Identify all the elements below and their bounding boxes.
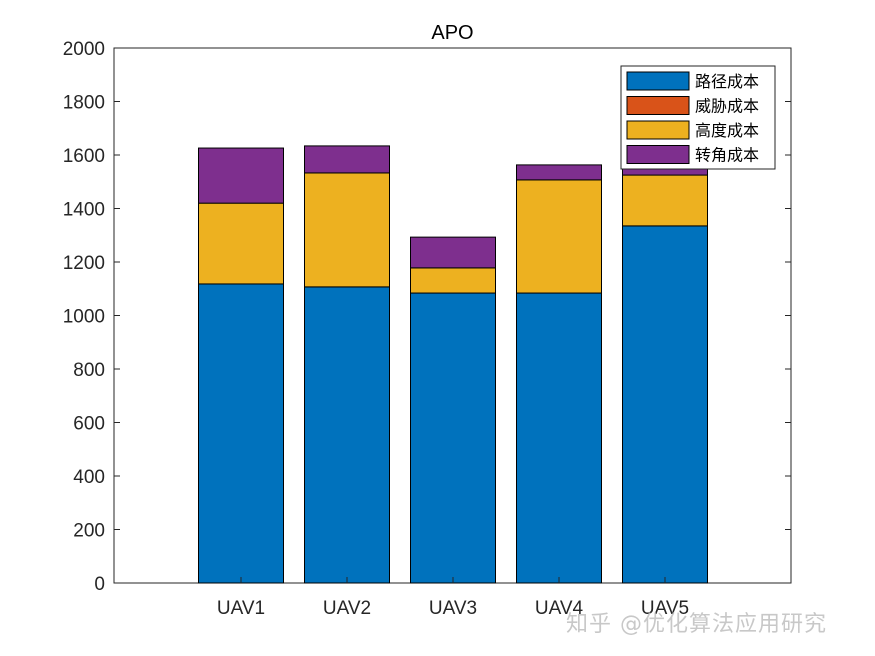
bar-segment xyxy=(304,145,390,174)
bar-segment xyxy=(198,147,284,204)
bar-segment xyxy=(410,236,496,269)
y-tick-label: 1400 xyxy=(63,200,105,221)
legend-swatch xyxy=(626,145,690,164)
y-tick-label: 0 xyxy=(94,574,105,595)
bar-segment xyxy=(516,292,602,584)
y-tick-label: 1800 xyxy=(63,93,105,114)
watermark: 知乎 @优化算法应用研究 xyxy=(566,612,827,637)
bar-segment xyxy=(304,172,390,288)
bar-segment xyxy=(304,286,390,584)
bar-segment xyxy=(198,202,284,285)
x-tick-label: UAV3 xyxy=(429,598,477,619)
y-tick-label: 400 xyxy=(73,467,105,488)
bar-segment xyxy=(410,292,496,584)
chart-title: APO xyxy=(431,22,473,44)
bar-segment xyxy=(516,164,602,181)
x-tick-label: UAV2 xyxy=(323,598,371,619)
legend-label: 路径成本 xyxy=(695,72,759,91)
y-tick-label: 2000 xyxy=(63,39,105,60)
y-tick-label: 800 xyxy=(73,360,105,381)
y-tick-label: 600 xyxy=(73,414,105,435)
y-tick-label: 1000 xyxy=(63,307,105,328)
y-tick-label: 1600 xyxy=(63,146,105,167)
x-tick-label: UAV4 xyxy=(535,598,584,619)
legend-label: 转角成本 xyxy=(695,146,759,165)
legend-swatch xyxy=(626,120,690,140)
legend-label: 高度成本 xyxy=(695,121,759,140)
x-tick-label: UAV5 xyxy=(641,598,689,619)
bar-segment xyxy=(622,174,708,227)
legend-label: 威胁成本 xyxy=(695,97,759,116)
y-tick-label: 1200 xyxy=(63,253,105,274)
bar-segment xyxy=(516,179,602,294)
bar-segment xyxy=(410,267,496,294)
bar-segment xyxy=(198,283,284,584)
legend-swatch xyxy=(626,96,690,115)
bar-segment xyxy=(622,225,708,584)
y-tick-label: 200 xyxy=(73,521,105,542)
x-tick-label: UAV1 xyxy=(217,598,265,619)
legend-swatch xyxy=(626,71,690,91)
